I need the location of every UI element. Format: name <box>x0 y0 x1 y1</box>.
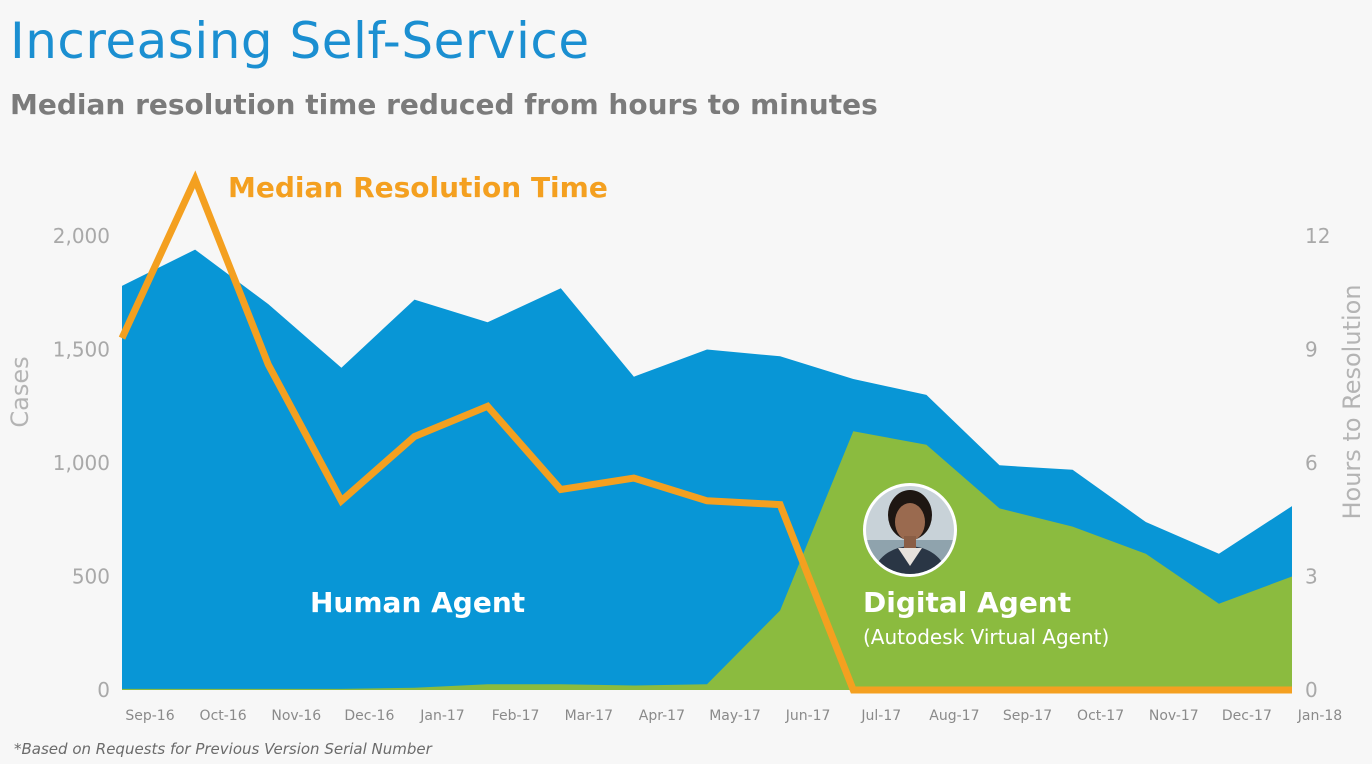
y-tick-right: 12 <box>1305 224 1330 248</box>
page-subtitle: Median resolution time reduced from hour… <box>10 88 878 121</box>
x-tick-label: Nov-17 <box>1149 708 1199 724</box>
footnote: *Based on Requests for Previous Version … <box>14 740 432 758</box>
x-tick-label: Dec-17 <box>1222 708 1272 724</box>
y-axis-right-label: Hours to Resolution <box>1338 284 1366 519</box>
y-tick-left: 1,500 <box>53 338 110 362</box>
x-tick-label: Jul-17 <box>860 708 901 724</box>
x-tick-label: Oct-17 <box>1077 708 1124 724</box>
y-axis-left-label: Cases <box>6 356 34 427</box>
x-tick-label: Jun-17 <box>785 708 831 724</box>
x-tick-label: Jan-17 <box>419 708 464 724</box>
y-tick-left: 500 <box>72 565 110 589</box>
human-agent-label: Human Agent <box>310 586 525 619</box>
y-tick-left: 1,000 <box>53 451 110 475</box>
y-tick-left: 0 <box>97 678 110 702</box>
y-tick-left: 2,000 <box>53 224 110 248</box>
x-tick-label: Sep-16 <box>125 708 174 724</box>
median-resolution-line <box>118 170 1292 694</box>
x-tick-label: Dec-16 <box>344 708 394 724</box>
y-tick-right: 6 <box>1305 451 1318 475</box>
y-tick-right: 9 <box>1305 338 1318 362</box>
x-tick-label: Aug-17 <box>929 708 979 724</box>
y-tick-right: 0 <box>1305 678 1318 702</box>
x-tick-label: Feb-17 <box>492 708 540 724</box>
y-axis-left-ticks: 0 500 1,000 1,500 2,000 <box>53 224 110 702</box>
median-resolution-label: Median Resolution Time <box>228 171 608 204</box>
x-axis-ticks: Sep-16 Oct-16 Nov-16 Dec-16 Jan-17 Feb-17 Mar-… <box>125 708 1342 724</box>
digital-agent-area <box>122 431 1292 690</box>
x-tick-label: Apr-17 <box>639 708 685 724</box>
x-tick-label: Oct-16 <box>200 708 247 724</box>
x-tick-label: Mar-17 <box>565 708 613 724</box>
digital-agent-label: Digital Agent <box>863 586 1071 619</box>
digital-agent-sublabel: (Autodesk Virtual Agent) <box>863 625 1109 649</box>
x-tick-label: Jan-18 <box>1297 708 1342 724</box>
x-tick-label: May-17 <box>709 708 761 724</box>
y-axis-right-ticks: 0 3 6 9 12 <box>1305 224 1330 702</box>
agent-avatar-icon <box>863 483 957 577</box>
page-title: Increasing Self-Service <box>10 12 590 70</box>
x-tick-label: Nov-16 <box>271 708 321 724</box>
y-tick-right: 3 <box>1305 565 1318 589</box>
x-tick-label: Sep-17 <box>1003 708 1052 724</box>
